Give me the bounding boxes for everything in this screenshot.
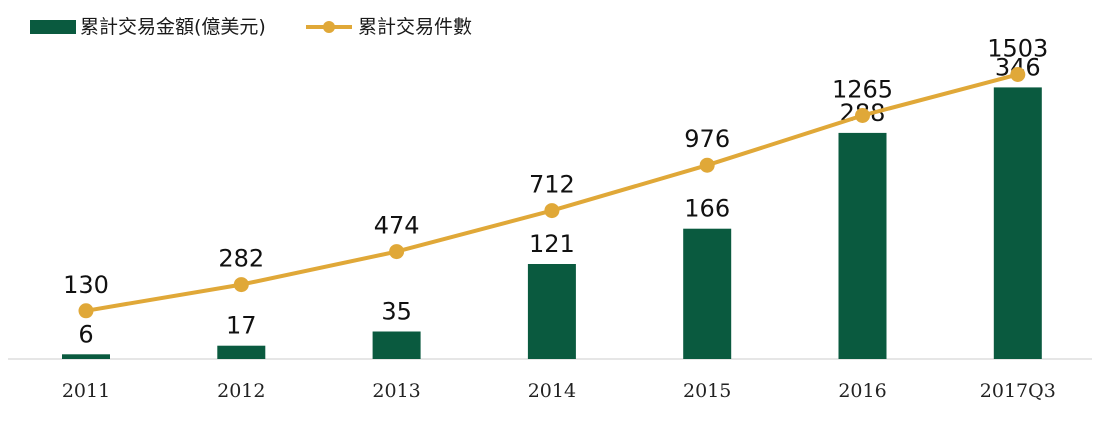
x-tick-label-2013: 2013: [372, 380, 420, 402]
count-value-labels: 130 282 474 712 976 1265 1503: [63, 35, 1048, 299]
count-marker-2011: [78, 303, 94, 319]
legend: 累計交易金額(億美元) 累計交易件數: [30, 16, 472, 38]
bar-value-label-2012: 17: [226, 312, 257, 340]
x-tick-label-2016: 2016: [838, 380, 886, 402]
legend-swatch-amount: [30, 20, 76, 34]
count-marker-2014: [544, 203, 560, 219]
bar-2011: [62, 354, 110, 359]
legend-label-count: 累計交易件數: [358, 16, 472, 38]
x-tick-label-2014: 2014: [528, 380, 576, 402]
legend-label-amount: 累計交易金額(億美元): [80, 16, 266, 38]
legend-item-amount: 累計交易金額(億美元): [30, 16, 266, 38]
bars: [62, 87, 1042, 360]
x-tick-label-2011: 2011: [62, 380, 110, 402]
count-marker-2017Q3: [1010, 67, 1026, 82]
count-value-label-2016: 1265: [832, 76, 893, 104]
bar-2013: [372, 331, 421, 359]
count-markers: [78, 67, 1026, 319]
bar-value-label-2013: 35: [381, 298, 412, 326]
bar-value-label-2015: 166: [684, 195, 730, 223]
bar-2016: [838, 132, 887, 359]
count-value-label-2015: 976: [684, 125, 730, 153]
x-tick-label-2017Q3: 2017Q3: [980, 380, 1056, 402]
count-value-label-2013: 474: [374, 212, 420, 240]
x-tick-label-2015: 2015: [683, 380, 731, 402]
count-value-label-2017Q3: 1503: [987, 35, 1048, 63]
count-marker-2015: [699, 157, 715, 173]
count-value-label-2011: 130: [63, 271, 109, 299]
bar-2014: [527, 264, 576, 359]
count-value-label-2014: 712: [529, 171, 575, 199]
legend-marker-count: [323, 21, 335, 33]
count-marker-2016: [855, 108, 870, 123]
count-marker-2013: [389, 244, 405, 260]
bar-2012: [217, 345, 266, 359]
x-tick-label-2012: 2012: [217, 380, 265, 402]
bar-2015: [683, 228, 732, 359]
x-tick-labels: 2011 2012 2013 2014 2015 2016 2017Q3: [62, 380, 1056, 402]
bar-value-label-2011: 6: [78, 320, 93, 348]
bar-2017Q3: [993, 87, 1042, 360]
count-value-label-2012: 282: [218, 245, 264, 273]
bar-value-label-2014: 121: [529, 230, 575, 258]
count-marker-2012: [233, 277, 249, 293]
legend-item-count: 累計交易件數: [306, 16, 472, 38]
